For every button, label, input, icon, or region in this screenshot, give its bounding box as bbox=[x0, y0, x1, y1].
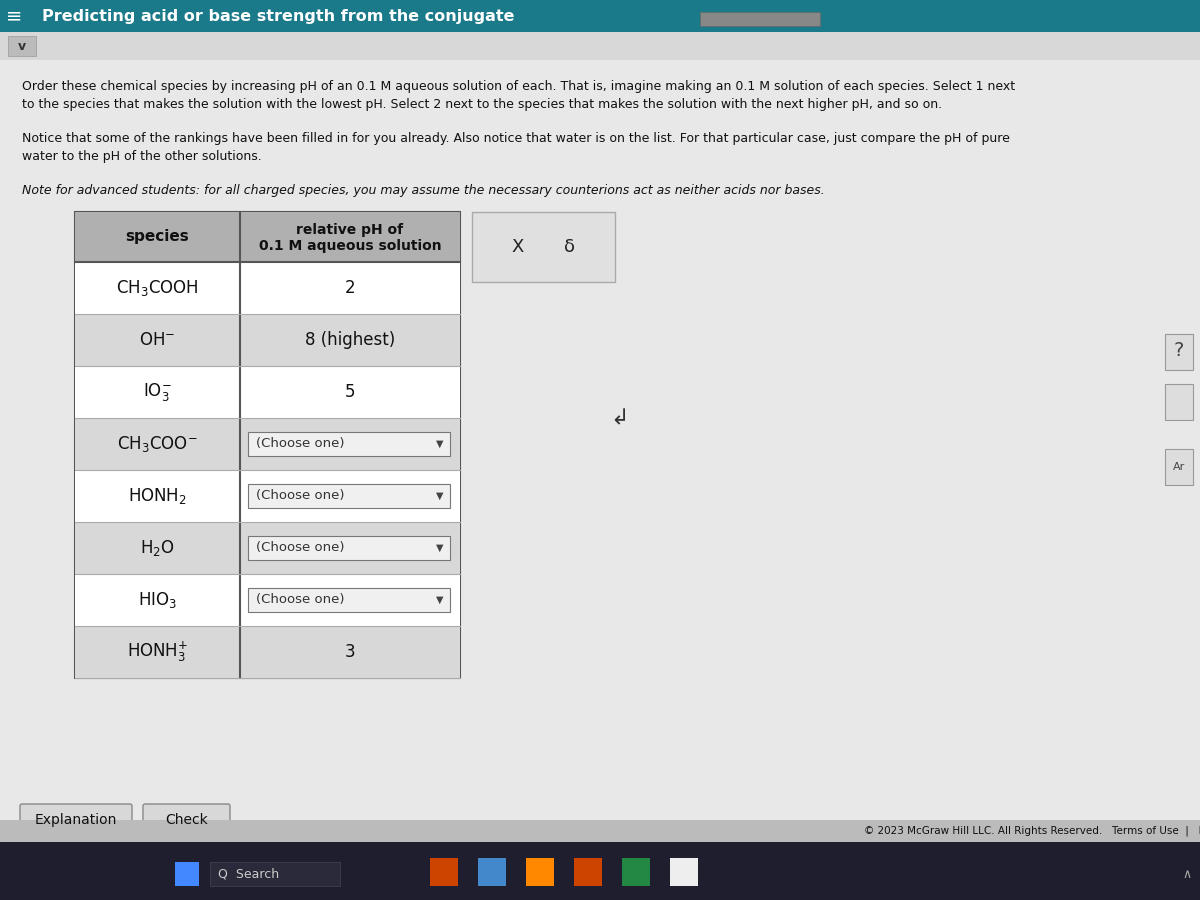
Bar bbox=[248, 588, 450, 613]
Text: (Choose one): (Choose one) bbox=[256, 490, 344, 502]
Text: 0.1 M aqueous solution: 0.1 M aqueous solution bbox=[259, 239, 442, 253]
Bar bbox=[0, 842, 1200, 900]
Text: Order these chemical species by increasing pH of an 0.1 M aqueous solution of ea: Order these chemical species by increasi… bbox=[22, 80, 1015, 93]
Text: species: species bbox=[126, 230, 190, 245]
Bar bbox=[670, 858, 698, 886]
Text: water to the pH of the other solutions.: water to the pH of the other solutions. bbox=[22, 150, 262, 163]
Text: ≡: ≡ bbox=[6, 6, 22, 25]
Text: relative pH of: relative pH of bbox=[296, 223, 403, 237]
Bar bbox=[74, 366, 460, 418]
Bar bbox=[1165, 384, 1193, 420]
Text: X: X bbox=[511, 238, 524, 256]
Bar bbox=[0, 32, 1200, 60]
Text: (Choose one): (Choose one) bbox=[256, 542, 344, 554]
Text: ?: ? bbox=[1174, 340, 1184, 359]
Text: δ: δ bbox=[564, 238, 575, 256]
Bar bbox=[74, 418, 460, 470]
Bar bbox=[74, 626, 460, 678]
Text: HONH$_2$: HONH$_2$ bbox=[128, 486, 187, 506]
Bar bbox=[8, 36, 36, 56]
Text: Explanation: Explanation bbox=[35, 813, 118, 827]
Bar bbox=[74, 574, 460, 626]
Text: 3: 3 bbox=[344, 643, 355, 661]
Bar bbox=[248, 483, 450, 508]
Text: Note for advanced students: for all charged species, you may assume the necessar: Note for advanced students: for all char… bbox=[22, 184, 824, 197]
Text: IO$_3^{-}$: IO$_3^{-}$ bbox=[143, 381, 172, 403]
Text: v: v bbox=[18, 40, 26, 52]
Bar bbox=[0, 820, 1200, 842]
Bar bbox=[430, 858, 458, 886]
Bar bbox=[1165, 449, 1193, 485]
Text: ▼: ▼ bbox=[437, 595, 444, 605]
Text: OH$^{-}$: OH$^{-}$ bbox=[139, 331, 175, 349]
Text: Ar: Ar bbox=[1172, 462, 1186, 472]
Text: (Choose one): (Choose one) bbox=[256, 437, 344, 451]
Bar bbox=[0, 60, 1200, 842]
Text: Q  Search: Q Search bbox=[218, 868, 280, 880]
Text: H$_2$O: H$_2$O bbox=[140, 538, 175, 558]
Text: 8 (highest): 8 (highest) bbox=[305, 331, 395, 349]
Text: HIO$_3$: HIO$_3$ bbox=[138, 590, 178, 610]
Text: Predicting acid or base strength from the conjugate: Predicting acid or base strength from th… bbox=[42, 8, 515, 23]
Bar bbox=[526, 858, 554, 886]
Text: ▼: ▼ bbox=[437, 439, 444, 449]
Bar bbox=[478, 858, 506, 886]
Text: to the species that makes the solution with the lowest pH. Select 2 next to the : to the species that makes the solution w… bbox=[22, 98, 942, 111]
Text: HONH$_3^{+}$: HONH$_3^{+}$ bbox=[127, 640, 187, 664]
Bar bbox=[74, 212, 460, 262]
Text: ↲: ↲ bbox=[611, 408, 629, 428]
Bar bbox=[248, 536, 450, 561]
Text: CH$_3$COOH: CH$_3$COOH bbox=[116, 278, 199, 298]
Bar bbox=[74, 522, 460, 574]
Text: ▼: ▼ bbox=[437, 543, 444, 553]
Text: Check: Check bbox=[166, 813, 208, 827]
Bar bbox=[700, 12, 820, 26]
FancyBboxPatch shape bbox=[143, 804, 230, 836]
Bar bbox=[74, 470, 460, 522]
Text: CH$_3$COO$^{-}$: CH$_3$COO$^{-}$ bbox=[118, 434, 198, 454]
Bar bbox=[472, 212, 616, 282]
Bar bbox=[0, 0, 1200, 32]
Text: ▼: ▼ bbox=[437, 491, 444, 501]
Bar bbox=[1165, 334, 1193, 370]
Bar bbox=[574, 858, 602, 886]
Text: (Choose one): (Choose one) bbox=[256, 593, 344, 607]
FancyBboxPatch shape bbox=[20, 804, 132, 836]
Bar bbox=[622, 858, 650, 886]
Bar bbox=[248, 431, 450, 456]
Text: 2: 2 bbox=[344, 279, 355, 297]
Bar bbox=[74, 212, 460, 678]
Text: Notice that some of the rankings have been filled in for you already. Also notic: Notice that some of the rankings have be… bbox=[22, 132, 1010, 145]
Bar bbox=[74, 262, 460, 314]
Bar bbox=[175, 862, 199, 886]
Bar bbox=[210, 862, 340, 886]
Text: 5: 5 bbox=[344, 383, 355, 401]
Text: ∧: ∧ bbox=[1183, 868, 1192, 880]
Text: © 2023 McGraw Hill LLC. All Rights Reserved.   Terms of Use  |   Privacy Center : © 2023 McGraw Hill LLC. All Rights Reser… bbox=[864, 826, 1200, 836]
Bar bbox=[74, 314, 460, 366]
